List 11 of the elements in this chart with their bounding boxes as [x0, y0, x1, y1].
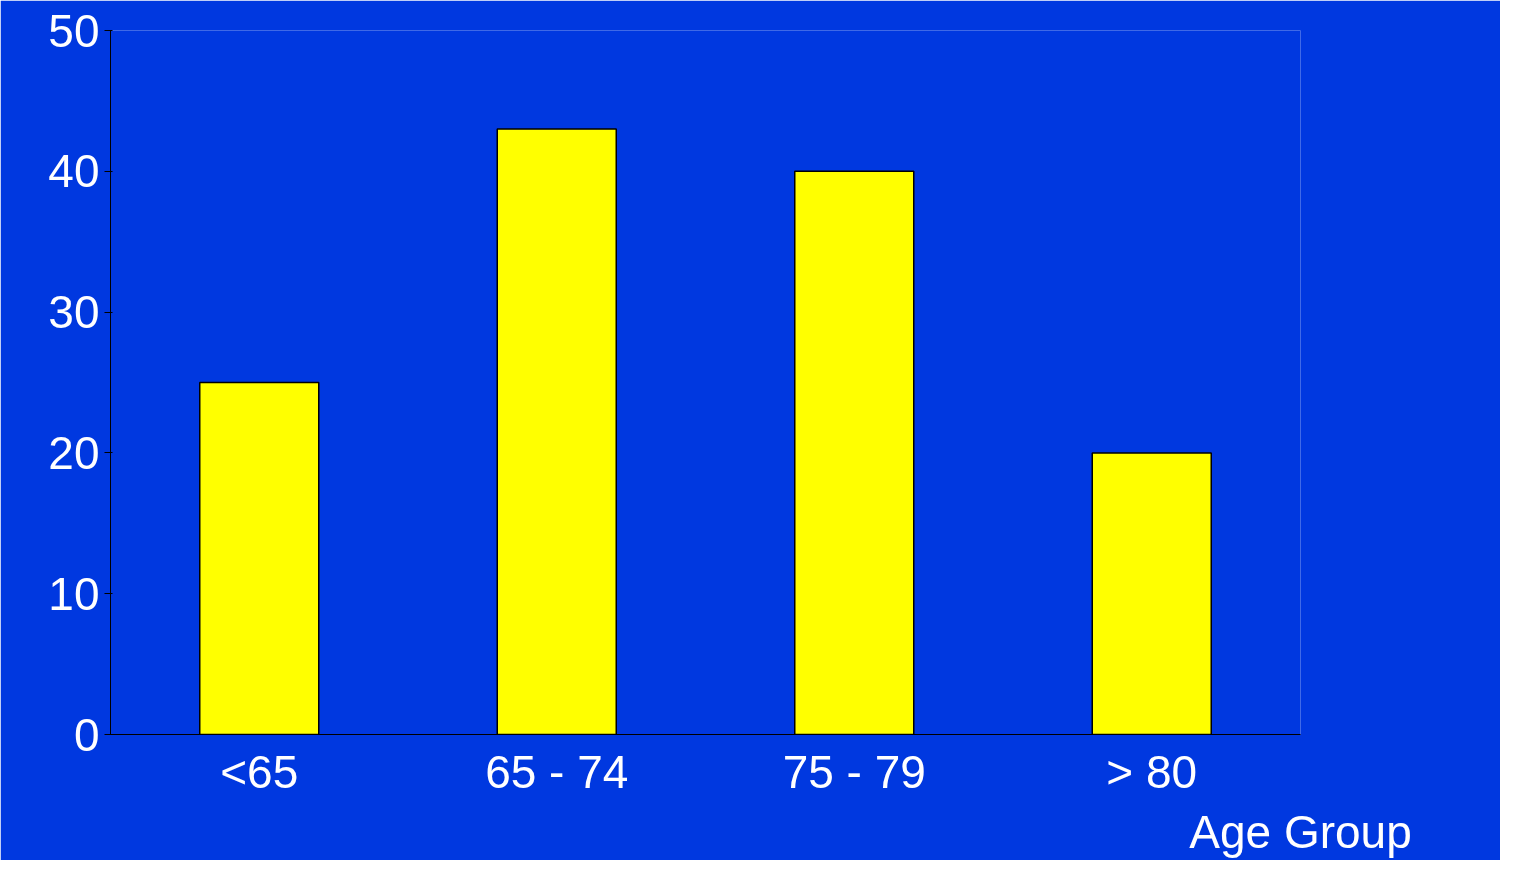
x-tick-label: 75 - 79 [782, 745, 926, 798]
y-tick-label: 0 [73, 708, 100, 761]
y-tick-label: 20 [48, 426, 100, 479]
x-tick-label: 65 - 74 [485, 745, 629, 798]
y-tick-label: 10 [48, 567, 100, 620]
y-tick-label: 40 [48, 145, 100, 198]
x-axis-title: Age Group [1189, 805, 1412, 858]
y-tick-label: 30 [48, 286, 100, 339]
y-tick-label: 50 [48, 4, 100, 57]
x-tick-label: <65 [220, 745, 299, 798]
x-tick-label: > 80 [1106, 745, 1198, 798]
